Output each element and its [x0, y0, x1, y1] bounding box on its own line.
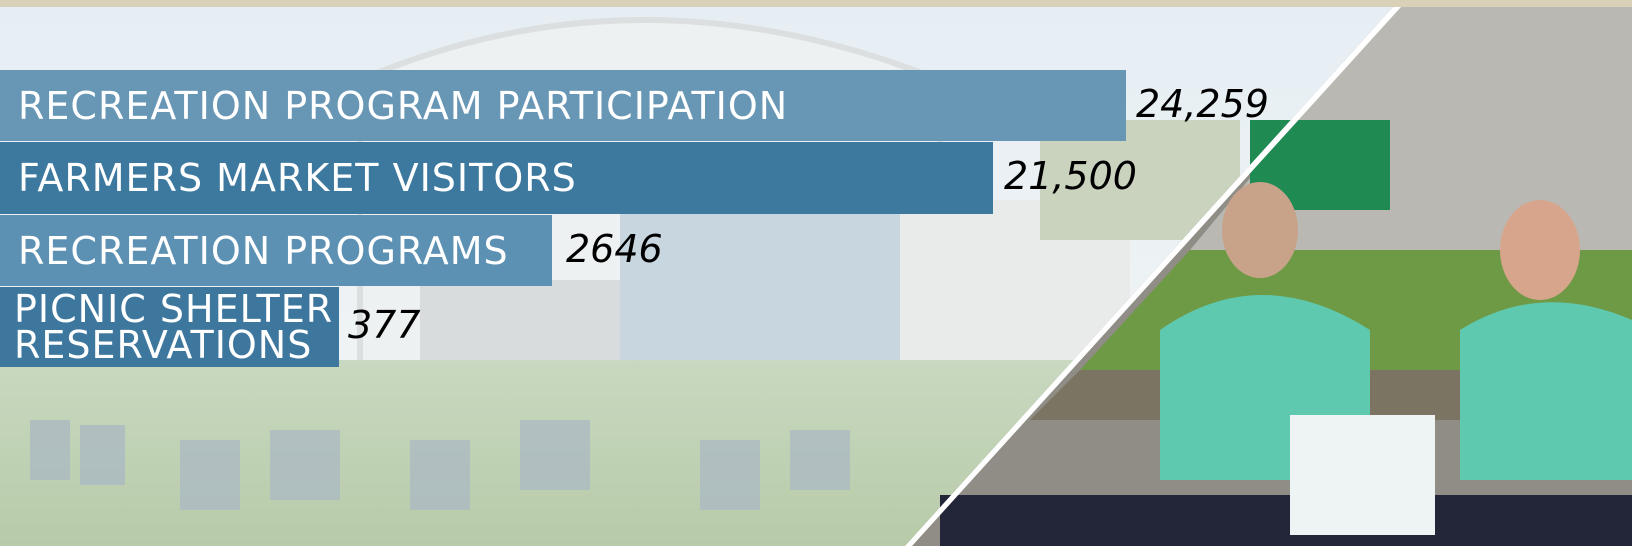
stat-label: PICNIC SHELTER RESERVATIONS — [14, 291, 334, 363]
stat-label: RECREATION PROGRAMS — [18, 232, 509, 270]
stat-label: FARMERS MARKET VISITORS — [18, 159, 577, 197]
stat-bar: RECREATION PROGRAM PARTICIPATION — [0, 70, 1126, 141]
stat-value: 2646 — [566, 227, 663, 271]
stat-label: RECREATION PROGRAM PARTICIPATION — [18, 87, 788, 125]
stat-bar: PICNIC SHELTER RESERVATIONS — [0, 287, 339, 367]
stat-bar: FARMERS MARKET VISITORS — [0, 142, 993, 214]
stat-value: 21,500 — [1004, 154, 1137, 198]
stat-value: 24,259 — [1136, 82, 1269, 126]
stat-value: 377 — [348, 303, 421, 347]
stat-bar: RECREATION PROGRAMS — [0, 215, 552, 286]
page: RECREATION PROGRAM PARTICIPATION 24,259 FA… — [0, 0, 1632, 546]
